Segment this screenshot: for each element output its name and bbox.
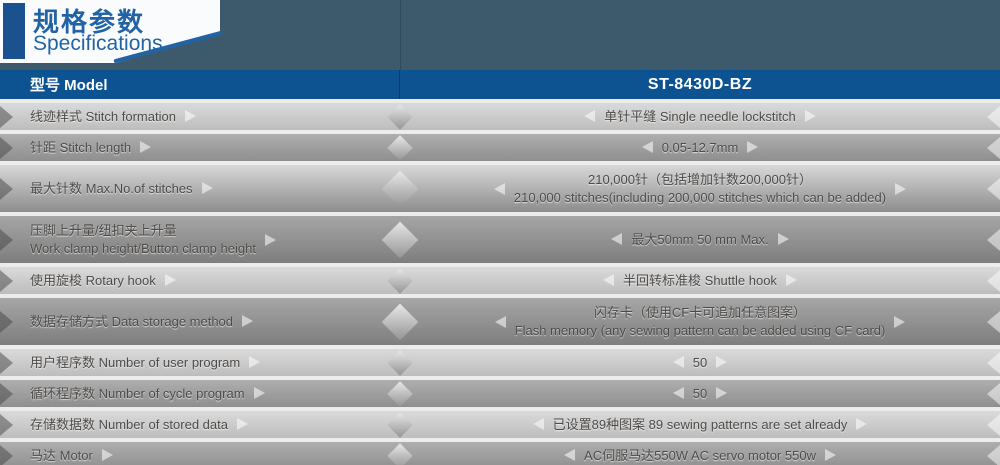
spec-value: 0.05-12.7mm xyxy=(661,139,739,155)
spec-label-cell: 使用旋梭 Rotary hook xyxy=(0,267,400,294)
spec-value-line1: 闪存卡（使用CF卡可追加任意图案） xyxy=(593,304,807,320)
spec-value-line2: 210,000 stitches(including 200,000 stitc… xyxy=(513,189,887,205)
spec-label: 数据存储方式 Data storage method xyxy=(30,313,234,329)
spec-row-rotary-hook: 使用旋梭 Rotary hook 半回转标准梭 Shuttle hook xyxy=(0,267,1000,294)
spec-value: 最大50mm 50 mm Max. xyxy=(631,231,769,247)
spec-label: 马达 Motor xyxy=(30,447,93,463)
spec-label: 压脚上升量/纽扣夹上升量 Work clamp height/Button cl… xyxy=(30,222,256,257)
spec-row-cycle-programs: 循环程序数 Number of cycle program 50 xyxy=(0,380,1000,407)
spec-value: 已设置89种图案 89 sewing patterns are set alre… xyxy=(552,416,848,432)
model-header-label: 型号 Model xyxy=(0,70,400,99)
spec-value: 单针平缝 Single needle lockstitch xyxy=(604,108,796,124)
spec-value-cell: 50 xyxy=(400,349,1000,376)
spec-value-cell: 0.05-12.7mm xyxy=(400,134,1000,161)
spec-value: 50 xyxy=(692,354,708,370)
spec-value-cell: 单针平缝 Single needle lockstitch xyxy=(400,103,1000,130)
spec-value-cell: 210,000针（包括增加针数200,000针） 210,000 stitche… xyxy=(400,165,1000,212)
spec-value: 闪存卡（使用CF卡可追加任意图案） Flash memory (any sewi… xyxy=(515,304,886,339)
spec-label: 使用旋梭 Rotary hook xyxy=(30,272,156,288)
spec-value: AC伺服马达550W AC servo motor 550w xyxy=(584,447,816,463)
spec-value: 半回转标准梭 Shuttle hook xyxy=(623,272,777,288)
page-title-zh: 规格参数 xyxy=(33,7,146,37)
spec-label: 用户程序数 Number of user program xyxy=(30,354,241,370)
spec-row-stitch-formation: 线迹样式 Stitch formation 单针平缝 Single needle… xyxy=(0,103,1000,130)
spec-label-cell: 线迹样式 Stitch formation xyxy=(0,103,400,130)
spec-value-cell: 半回转标准梭 Shuttle hook xyxy=(400,267,1000,294)
spec-label-line1: 压脚上升量/纽扣夹上升量 xyxy=(30,222,177,238)
column-divider-line xyxy=(400,0,401,70)
spec-label-cell: 马达 Motor xyxy=(0,442,400,465)
spec-value-line2: Flash memory (any sewing pattern can be … xyxy=(514,322,886,338)
page-title-en: Specifications xyxy=(33,32,163,55)
title-tab: 规格参数 Specifications xyxy=(0,0,220,63)
model-header-value: ST-8430D-BZ xyxy=(647,75,753,93)
title-accent-bar xyxy=(3,3,25,59)
spec-label-cell: 压脚上升量/纽扣夹上升量 Work clamp height/Button cl… xyxy=(0,216,400,263)
spec-row-stored-data: 存储数据数 Number of stored data 已设置89种图案 89 … xyxy=(0,411,1000,438)
spec-value: 50 xyxy=(692,385,708,401)
table-header-row: 型号 Model ST-8430D-BZ xyxy=(0,70,1000,99)
spec-value-cell: 最大50mm 50 mm Max. xyxy=(400,216,1000,263)
spec-label-cell: 针距 Stitch length xyxy=(0,134,400,161)
spec-label-cell: 用户程序数 Number of user program xyxy=(0,349,400,376)
spec-label-cell: 数据存储方式 Data storage method xyxy=(0,298,400,345)
spec-label: 针距 Stitch length xyxy=(30,139,132,155)
spec-row-stitch-length: 针距 Stitch length 0.05-12.7mm xyxy=(0,134,1000,161)
spec-label: 存储数据数 Number of stored data xyxy=(30,416,228,432)
spec-label-cell: 循环程序数 Number of cycle program xyxy=(0,380,400,407)
spec-label: 线迹样式 Stitch formation xyxy=(30,108,176,124)
spec-row-max-stitches: 最大针数 Max.No.of stitches 210,000针（包括增加针数2… xyxy=(0,165,1000,212)
spec-rows-container: 线迹样式 Stitch formation 单针平缝 Single needle… xyxy=(0,99,1000,465)
spec-value-cell: 已设置89种图案 89 sewing patterns are set alre… xyxy=(400,411,1000,438)
spec-row-data-storage: 数据存储方式 Data storage method 闪存卡（使用CF卡可追加任… xyxy=(0,298,1000,345)
spec-row-user-programs: 用户程序数 Number of user program 50 xyxy=(0,349,1000,376)
spec-label: 最大针数 Max.No.of stitches xyxy=(30,180,193,196)
spec-label-cell: 最大针数 Max.No.of stitches xyxy=(0,165,400,212)
spec-value-line1: 210,000针（包括增加针数200,000针） xyxy=(588,171,812,187)
spec-label-line2: Work clamp height/Button clamp height xyxy=(30,240,256,256)
spec-value-cell: AC伺服马达550W AC servo motor 550w xyxy=(400,442,1000,465)
spec-value-cell: 50 xyxy=(400,380,1000,407)
spec-value: 210,000针（包括增加针数200,000针） 210,000 stitche… xyxy=(514,171,886,206)
spec-row-clamp-height: 压脚上升量/纽扣夹上升量 Work clamp height/Button cl… xyxy=(0,216,1000,263)
spec-row-motor: 马达 Motor AC伺服马达550W AC servo motor 550w xyxy=(0,442,1000,465)
spec-label: 循环程序数 Number of cycle program xyxy=(30,385,245,401)
spec-value-cell: 闪存卡（使用CF卡可追加任意图案） Flash memory (any sewi… xyxy=(400,298,1000,345)
spec-label-cell: 存储数据数 Number of stored data xyxy=(0,411,400,438)
